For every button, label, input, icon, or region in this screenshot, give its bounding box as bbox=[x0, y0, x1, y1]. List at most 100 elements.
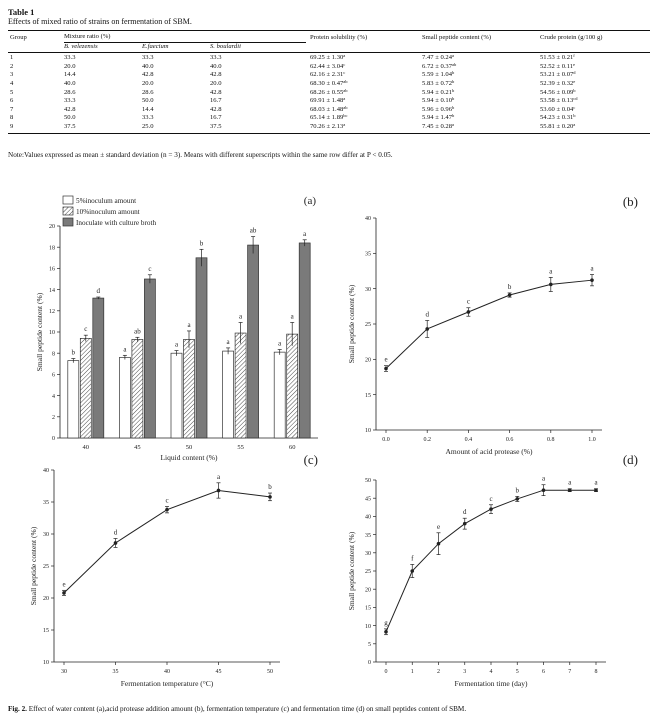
y-tick-label: 10 bbox=[365, 624, 371, 630]
cell-peptide: 5.94 ± 0.10b bbox=[422, 96, 455, 105]
cell-group: 1 bbox=[10, 54, 14, 62]
y-tick-label: 0 bbox=[52, 436, 55, 442]
cell-crude-protein: 53.21 ± 0.07d bbox=[540, 70, 576, 79]
header-crude: Crude protein (g/100 g) bbox=[538, 29, 650, 43]
figure-label: Fig. 2. bbox=[8, 705, 27, 713]
x-tick-label: 0.2 bbox=[423, 437, 431, 443]
cell-peptide: 7.47 ± 0.24a bbox=[422, 53, 454, 62]
bar bbox=[79, 338, 92, 439]
cell-b-velezensis: 42.8 bbox=[64, 105, 76, 113]
legend-label: 5%inoculum amount bbox=[76, 197, 136, 205]
cell-solubility: 68.03 ± 1.48ab bbox=[310, 104, 348, 113]
x-tick-label: 2 bbox=[437, 669, 440, 675]
cell-group: 3 bbox=[10, 71, 14, 79]
cell-peptide: 5.94 ± 1.47b bbox=[422, 113, 455, 122]
table-title: Table 1 bbox=[8, 7, 35, 17]
significance-label: d bbox=[114, 528, 118, 536]
bar bbox=[170, 352, 183, 439]
data-point bbox=[384, 629, 388, 634]
y-axis-label: Small peptide content (%) bbox=[347, 284, 356, 363]
bar bbox=[119, 357, 131, 439]
y-tick-label: 25 bbox=[365, 322, 371, 328]
table-row: 7 42.8 14.4 42.8 68.03 ± 1.48ab 5.96 ± 0.96b 5… bbox=[8, 104, 650, 115]
x-axis-label: Amount of acid protease (%) bbox=[445, 447, 533, 456]
cell-crude-protein: 52.52 ± 0.11e bbox=[540, 61, 576, 70]
cell-peptide: 6.72 ± 0.37ab bbox=[422, 61, 457, 70]
x-tick-label: 40 bbox=[83, 444, 90, 451]
y-tick-label: 15 bbox=[43, 628, 49, 634]
cell-s-boulardii: 16.7 bbox=[210, 114, 222, 122]
cell-crude-protein: 53.60 ± 0.04c bbox=[540, 104, 576, 113]
significance-label: d bbox=[97, 287, 101, 295]
panel-label: (b) bbox=[623, 194, 638, 209]
significance-label: a bbox=[568, 479, 572, 487]
cell-b-velezensis: 28.6 bbox=[64, 88, 76, 96]
data-point bbox=[62, 591, 66, 595]
cell-peptide: 5.59 ± 1.04b bbox=[422, 70, 455, 79]
x-tick-label: 30 bbox=[61, 669, 67, 675]
cell-crude-protein: 54.56 ± 0.09b bbox=[540, 87, 576, 96]
cell-crude-protein: 54.23 ± 0.31b bbox=[540, 113, 576, 122]
significance-label: c bbox=[84, 325, 87, 333]
data-point bbox=[462, 521, 467, 526]
bar bbox=[67, 360, 80, 439]
x-tick-label: 40 bbox=[164, 669, 170, 675]
data-point bbox=[594, 488, 598, 492]
cell-solubility: 62.16 ± 2.31c bbox=[310, 70, 346, 79]
y-tick-label: 20 bbox=[365, 587, 371, 593]
panel-label: (c) bbox=[304, 452, 318, 467]
cell-s-boulardii: 42.8 bbox=[210, 88, 222, 96]
table-row: 6 33.3 50.0 16.7 69.91 ± 1.48a 5.94 ± 0.10b 53… bbox=[8, 96, 650, 106]
cell-s-boulardii: 42.8 bbox=[210, 105, 222, 113]
x-tick-label: 8 bbox=[595, 669, 598, 675]
data-point bbox=[489, 507, 493, 511]
significance-label: a bbox=[549, 267, 553, 275]
cell-b-velezensis: 50.0 bbox=[64, 114, 76, 122]
y-tick-label: 35 bbox=[365, 252, 371, 258]
table-row: 9 37.5 25.0 37.5 70.26 ± 2.13a 7.45 ± 0.28a 55… bbox=[8, 122, 650, 134]
data-point bbox=[425, 327, 429, 331]
y-tick-label: 30 bbox=[365, 287, 371, 293]
table-row: 5 28.6 28.6 42.8 68.26 ± 0.55ab 5.94 ± 0.21b 5… bbox=[8, 87, 650, 98]
table-row: 1 33.3 33.3 33.3 69.25 ± 1.30a 7.47 ± 0.24a 51… bbox=[8, 53, 650, 63]
significance-label: a bbox=[239, 312, 243, 320]
bar bbox=[298, 242, 311, 439]
figure-caption-text: Effect of water content (a),acid proteas… bbox=[28, 705, 467, 713]
header-group: Group bbox=[8, 29, 62, 43]
bar bbox=[144, 278, 156, 439]
y-tick-label: 16 bbox=[49, 267, 55, 273]
cell-crude-protein: 52.39 ± 0.32e bbox=[540, 78, 576, 87]
y-tick-label: 25 bbox=[43, 564, 49, 570]
y-tick-label: 10 bbox=[365, 428, 371, 434]
cell-e-faecium: 33.3 bbox=[142, 54, 154, 62]
x-tick-label: 50 bbox=[267, 669, 273, 675]
y-axis-label: Small peptide content (%) bbox=[347, 531, 356, 610]
cell-s-boulardii: 42.8 bbox=[210, 71, 222, 79]
cell-s-boulardii: 33.3 bbox=[210, 54, 222, 62]
cell-solubility: 70.26 ± 2.13a bbox=[308, 122, 420, 134]
cell-e-faecium: 33.3 bbox=[142, 114, 154, 122]
cell-peptide: 5.83 ± 0.72b bbox=[422, 78, 455, 87]
x-tick-label: 5 bbox=[516, 669, 519, 675]
y-axis-label: Small peptide content (%) bbox=[35, 292, 44, 371]
subheader-s-boulardii: S. boulardii bbox=[208, 42, 308, 54]
significance-label: a bbox=[187, 321, 191, 329]
header-mixture: Mixture ratio (%) bbox=[62, 29, 308, 43]
significance-label: ab bbox=[250, 227, 257, 235]
x-tick-label: 0.0 bbox=[382, 437, 390, 443]
cell-crude-protein: 55.81 ± 0.20a bbox=[538, 122, 650, 134]
cell-solubility: 69.91 ± 1.48a bbox=[310, 96, 346, 105]
table-caption: Effects of mixed ratio of strains on fer… bbox=[8, 17, 192, 26]
data-point bbox=[216, 488, 221, 493]
cell-group: 8 bbox=[10, 114, 14, 122]
y-tick-label: 30 bbox=[365, 551, 371, 557]
chart-panel-b: 10 15 20 25 30 35 40 Small peptide content (%) 0… bbox=[347, 194, 638, 456]
significance-label: b bbox=[516, 486, 520, 494]
y-tick-label: 35 bbox=[365, 533, 371, 539]
cell-e-faecium: 50.0 bbox=[142, 97, 154, 105]
cell-b-velezensis: 20.0 bbox=[64, 62, 76, 70]
bar bbox=[92, 297, 105, 439]
cell-solubility: 68.26 ± 0.55ab bbox=[310, 87, 348, 96]
significance-label: a bbox=[278, 339, 282, 347]
